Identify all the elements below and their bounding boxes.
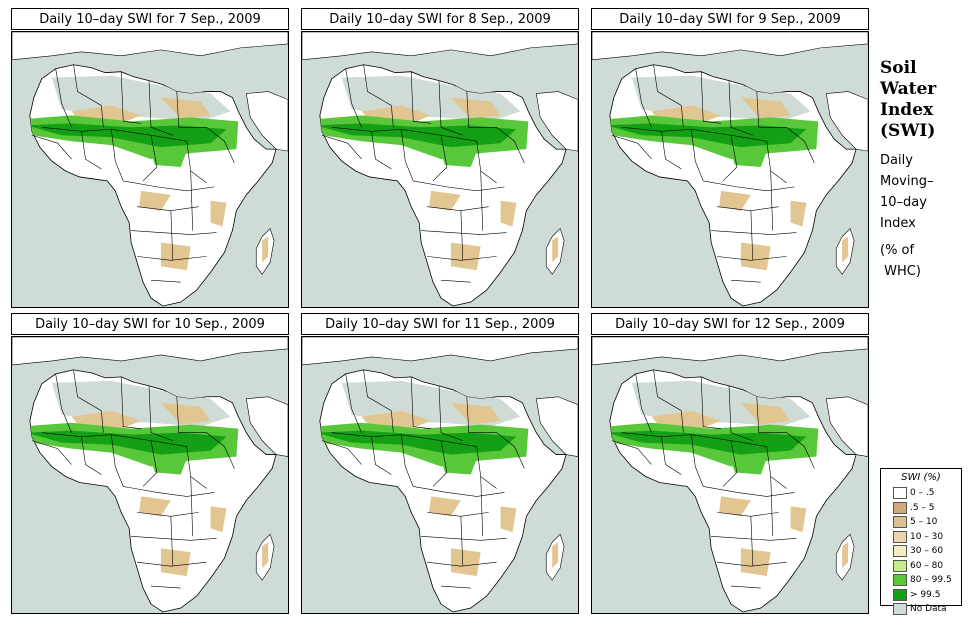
legend-swatch bbox=[893, 603, 907, 616]
map-panel-sep-11: Daily 10–day SWI for 11 Sep., 2009 bbox=[301, 313, 579, 614]
legend-item: 10 – 30 bbox=[881, 530, 961, 545]
map-panel-sep-10: Daily 10–day SWI for 10 Sep., 2009 bbox=[11, 313, 289, 614]
description-line: Daily bbox=[880, 153, 913, 168]
index-title-line: Index bbox=[880, 100, 934, 120]
africa-map bbox=[591, 31, 869, 308]
africa-map bbox=[301, 336, 579, 614]
unit-line: (% of bbox=[880, 243, 915, 258]
swi-legend: SWI (%) 0 – .5 .5 – 5 5 – 10 10 – 30 30 – 60… bbox=[880, 468, 962, 616]
panel-title: Daily 10–day SWI for 11 Sep., 2009 bbox=[301, 313, 579, 335]
panel-title: Daily 10–day SWI for 8 Sep., 2009 bbox=[301, 8, 579, 30]
africa-map bbox=[301, 31, 579, 308]
legend-swatch bbox=[893, 501, 907, 514]
legend-item: No Data bbox=[881, 602, 961, 617]
index-title: Soil Water Index (SWI) bbox=[880, 58, 936, 142]
index-title-line: Water bbox=[880, 79, 937, 99]
map-panel-sep-07: Daily 10–day SWI for 7 Sep., 2009 bbox=[11, 8, 289, 308]
map-panel-sep-12: Daily 10–day SWI for 12 Sep., 2009 bbox=[591, 313, 869, 614]
panel-title: Daily 10–day SWI for 9 Sep., 2009 bbox=[591, 8, 869, 30]
index-title-line: Soil bbox=[880, 58, 917, 78]
legend-item: 60 – 80 bbox=[881, 559, 961, 574]
legend-swatch bbox=[893, 574, 907, 587]
legend-swatch bbox=[893, 588, 907, 601]
map-panel-sep-09: Daily 10–day SWI for 9 Sep., 2009 bbox=[591, 8, 869, 308]
legend-label: 80 – 99.5 bbox=[910, 575, 952, 586]
index-title-line: (SWI) bbox=[880, 121, 936, 141]
legend-item: 0 – .5 bbox=[881, 486, 961, 501]
legend-label: > 99.5 bbox=[910, 589, 941, 600]
description-line: Index bbox=[880, 216, 916, 231]
panel-title: Daily 10–day SWI for 7 Sep., 2009 bbox=[11, 8, 289, 30]
legend-label: 30 – 60 bbox=[910, 546, 944, 557]
legend-label: 5 – 10 bbox=[910, 517, 938, 528]
legend-swatch bbox=[893, 545, 907, 558]
map-panel-sep-08: Daily 10–day SWI for 8 Sep., 2009 bbox=[301, 8, 579, 308]
index-description: Daily Moving– 10–day Index bbox=[880, 150, 964, 234]
legend-swatch bbox=[893, 487, 907, 500]
description-line: 10–day bbox=[880, 195, 927, 210]
legend-label: 10 – 30 bbox=[910, 531, 944, 542]
panel-title: Daily 10–day SWI for 12 Sep., 2009 bbox=[591, 313, 869, 335]
panel-title: Daily 10–day SWI for 10 Sep., 2009 bbox=[11, 313, 289, 335]
africa-map bbox=[11, 336, 289, 614]
legend-swatch bbox=[893, 530, 907, 543]
legend-label: 60 – 80 bbox=[910, 560, 944, 571]
legend-title: SWI (%) bbox=[901, 472, 941, 483]
legend-label: 0 – .5 bbox=[910, 488, 935, 499]
description-line: Moving– bbox=[880, 174, 934, 189]
legend-item: 30 – 60 bbox=[881, 544, 961, 559]
index-units: (% of WHC) bbox=[880, 240, 964, 282]
unit-line: WHC) bbox=[880, 264, 921, 279]
legend-swatch bbox=[893, 516, 907, 529]
legend-item: 80 – 99.5 bbox=[881, 573, 961, 588]
legend-swatch bbox=[893, 559, 907, 572]
legend-label: .5 – 5 bbox=[910, 502, 935, 513]
legend-item: > 99.5 bbox=[881, 588, 961, 603]
africa-map bbox=[591, 336, 869, 614]
legend-item: 5 – 10 bbox=[881, 515, 961, 530]
africa-map bbox=[11, 31, 289, 308]
legend-label: No Data bbox=[910, 604, 947, 615]
legend-item: .5 – 5 bbox=[881, 501, 961, 516]
